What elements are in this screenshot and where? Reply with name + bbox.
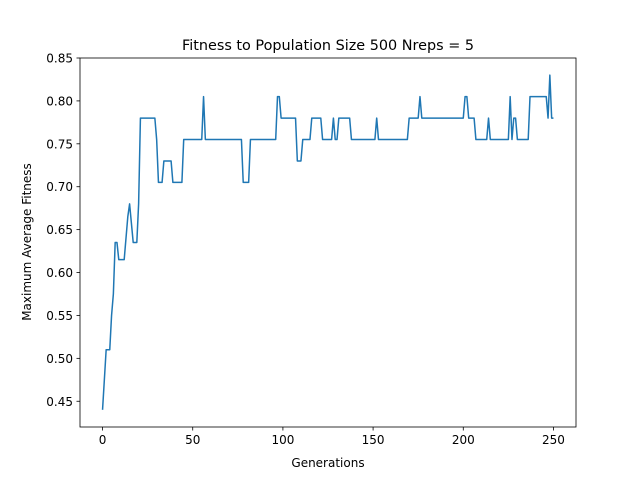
y-axis-label: Maximum Average Fitness (20, 163, 34, 321)
y-tick-label: 0.75 (46, 137, 73, 151)
x-tick-label: 0 (99, 433, 107, 447)
chart-title: Fitness to Population Size 500 Nreps = 5 (182, 38, 474, 54)
y-tick-label: 0.45 (46, 395, 73, 409)
plot-frame (79, 57, 577, 428)
y-tick-label: 0.60 (46, 266, 73, 280)
x-tick-label: 50 (185, 433, 200, 447)
x-axis-label: Generations (291, 456, 364, 470)
x-tick-label: 100 (271, 433, 294, 447)
x-tick-label: 250 (542, 433, 565, 447)
y-tick-label: 0.70 (46, 180, 73, 194)
y-tick-label: 0.55 (46, 309, 73, 323)
y-tick-label: 0.80 (46, 94, 73, 108)
y-tick-label: 0.85 (46, 52, 73, 66)
y-tick-label: 0.65 (46, 223, 73, 237)
x-tick-label: 200 (452, 433, 475, 447)
x-tick-label: 150 (362, 433, 385, 447)
y-tick-label: 0.50 (46, 352, 73, 366)
data-line (101, 74, 554, 410)
